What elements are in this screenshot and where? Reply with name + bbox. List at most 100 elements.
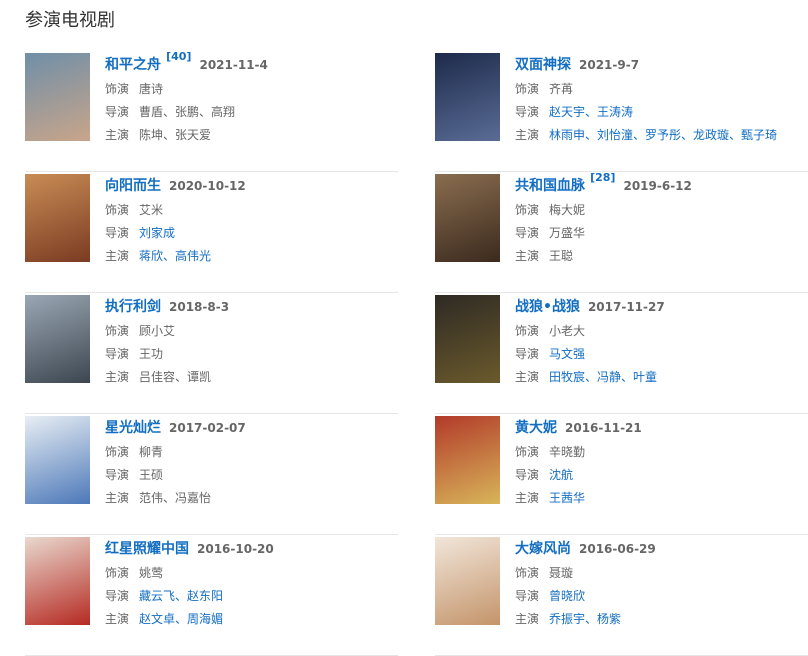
director-row: 导演 沈航 [515, 466, 573, 483]
label: 导演 [515, 589, 540, 603]
label: 导演 [105, 468, 130, 482]
stars: 范伟、冯嘉怡 [139, 491, 212, 505]
poster[interactable] [435, 295, 500, 383]
role-row: 饰演 小老大 [515, 322, 585, 339]
poster[interactable] [435, 416, 500, 504]
reference[interactable]: [28] [590, 171, 616, 184]
director[interactable]: 赵天宇、王涛涛 [549, 105, 634, 119]
stars[interactable]: 王茜华 [549, 491, 586, 505]
poster[interactable] [435, 174, 500, 262]
role-row: 饰演 姚莺 [105, 564, 163, 581]
director[interactable]: 马文强 [549, 347, 586, 361]
label: 饰演 [515, 566, 540, 580]
director: 曹盾、张鹏、高翔 [139, 105, 236, 119]
role-row: 饰演 聂璇 [515, 564, 573, 581]
drama-title[interactable]: 共和国血脉 [515, 178, 585, 194]
page: 参演电视剧 和平之舟 [40]2021-11-4 饰演 唐诗 导演 曹盾、张鹏、高翔 主演… [25, 10, 808, 656]
role: 艾米 [139, 203, 164, 217]
label: 饰演 [515, 324, 540, 338]
drama-item: 黄大妮 2016-11-21 饰演 辛晓勤导演 沈航主演 王茜华 [435, 413, 808, 535]
drama-title[interactable]: 向阳而生 [105, 178, 161, 194]
stars[interactable]: 蒋欣、高伟光 [139, 249, 212, 263]
poster[interactable] [435, 537, 500, 625]
role: 辛晓勤 [549, 445, 586, 459]
label: 饰演 [105, 203, 130, 217]
poster[interactable] [25, 416, 90, 504]
label: 主演 [105, 612, 130, 626]
poster[interactable] [25, 53, 90, 141]
poster[interactable] [435, 53, 500, 141]
title-row: 大嫁风尚 2016-06-29 [515, 538, 656, 558]
director-row: 导演 王功 [105, 345, 163, 362]
stars-row: 主演 范伟、冯嘉怡 [105, 489, 211, 506]
reference[interactable]: [40] [166, 50, 192, 63]
label: 主演 [515, 491, 540, 505]
drama-item: 战狼•战狼 2017-11-27 饰演 小老大 导演 马文强 主演 田牧宸、冯静、叶童 [435, 292, 808, 414]
stars[interactable]: 田牧宸、冯静、叶童 [549, 370, 658, 384]
label: 饰演 [515, 445, 540, 459]
poster[interactable] [25, 537, 90, 625]
title-row: 红星照耀中国 2016-10-20 [105, 538, 274, 558]
stars-row: 主演 田牧宸、冯静、叶童 [515, 368, 657, 385]
date: 2021-9-7 [579, 58, 640, 72]
drama-title[interactable]: 黄大妮 [515, 420, 557, 436]
role-row: 饰演 齐苒 [515, 80, 573, 97]
role: 小老大 [549, 324, 586, 338]
stars-row: 主演 赵文卓、周海媚 [105, 610, 223, 627]
poster[interactable] [25, 295, 90, 383]
drama-item: 红星照耀中国 2016-10-20 饰演 姚莺 导演 藏云飞、赵东阳 主演 赵文卓、周海媚 [25, 534, 398, 656]
label: 主演 [515, 612, 540, 626]
stars[interactable]: 林雨申、刘怡潼、罗予彤、龙政璇、甄子琦 [549, 128, 778, 142]
drama-title[interactable]: 和平之舟 [105, 57, 161, 73]
section-title: 参演电视剧 [25, 10, 115, 31]
drama-title[interactable]: 星光灿烂 [105, 420, 161, 436]
director-row: 导演 曾晓欣 [515, 587, 585, 604]
role-row: 饰演 顾小艾 [105, 322, 175, 339]
poster[interactable] [25, 174, 90, 262]
role-row: 饰演 唐诗 [105, 80, 163, 97]
label: 导演 [515, 105, 540, 119]
director[interactable]: 曾晓欣 [549, 589, 586, 603]
director: 王硕 [139, 468, 164, 482]
stars-row: 主演 王聪 [515, 247, 573, 264]
title-row: 星光灿烂 2017-02-07 [105, 417, 246, 437]
drama-title[interactable]: 红星照耀中国 [105, 541, 189, 557]
drama-item: 星光灿烂 2017-02-07 饰演 柳青 导演 王硕 主演 范伟、冯嘉怡 [25, 413, 398, 535]
drama-title[interactable]: 大嫁风尚 [515, 541, 571, 557]
role: 唐诗 [139, 82, 164, 96]
title-row: 双面神探 2021-9-7 [515, 54, 639, 74]
stars-row: 主演 乔振宇、杨紫 [515, 610, 621, 627]
stars[interactable]: 赵文卓、周海媚 [139, 612, 224, 626]
date: 2017-11-27 [587, 300, 665, 314]
role: 聂璇 [549, 566, 574, 580]
date: 2020-10-12 [169, 179, 246, 193]
label: 饰演 [515, 82, 540, 96]
stars-row: 主演 王茜华 [515, 489, 585, 506]
role-row: 饰演 艾米 [105, 201, 163, 218]
director-row: 导演 曹盾、张鹏、高翔 [105, 103, 235, 120]
director[interactable]: 藏云飞、赵东阳 [139, 589, 224, 603]
label: 导演 [105, 226, 130, 240]
stars[interactable]: 乔振宇、杨紫 [549, 612, 622, 626]
director[interactable]: 沈航 [549, 468, 574, 482]
drama-item: 和平之舟 [40] 2021-11-4 饰演 唐诗 导演 曹盾、张鹏、高翔 主演 陈坤、张天爱 [25, 50, 398, 172]
drama-title[interactable]: 执行利剑 [105, 299, 161, 315]
stars-row: 主演 吕佳容、谭凯 [105, 368, 211, 385]
label: 主演 [105, 370, 130, 384]
label: 饰演 [105, 445, 130, 459]
director-row: 导演 马文强 [515, 345, 585, 362]
drama-item: 双面神探 2021-9-7 饰演 齐苒导演 赵天宇、王涛涛 主演 林雨申、刘怡潼、罗予彤、龙… [435, 50, 808, 172]
title-row: 执行利剑 2018-8-3 [105, 296, 229, 316]
date: 2018-8-3 [169, 300, 230, 314]
label: 主演 [515, 128, 540, 142]
stars: 吕佳容、谭凯 [139, 370, 212, 384]
label: 饰演 [105, 566, 130, 580]
title-row: 黄大妮 2016-11-21 [515, 417, 642, 437]
director[interactable]: 刘家成 [139, 226, 176, 240]
title-row: 共和国血脉 [28] 2019-6-12 [515, 171, 692, 195]
drama-title[interactable]: 双面神探 [515, 57, 571, 73]
role: 姚莺 [139, 566, 164, 580]
title-row: 和平之舟 [40] 2021-11-4 [105, 50, 268, 74]
drama-title[interactable]: 战狼•战狼 [515, 299, 580, 315]
label: 主演 [105, 491, 130, 505]
